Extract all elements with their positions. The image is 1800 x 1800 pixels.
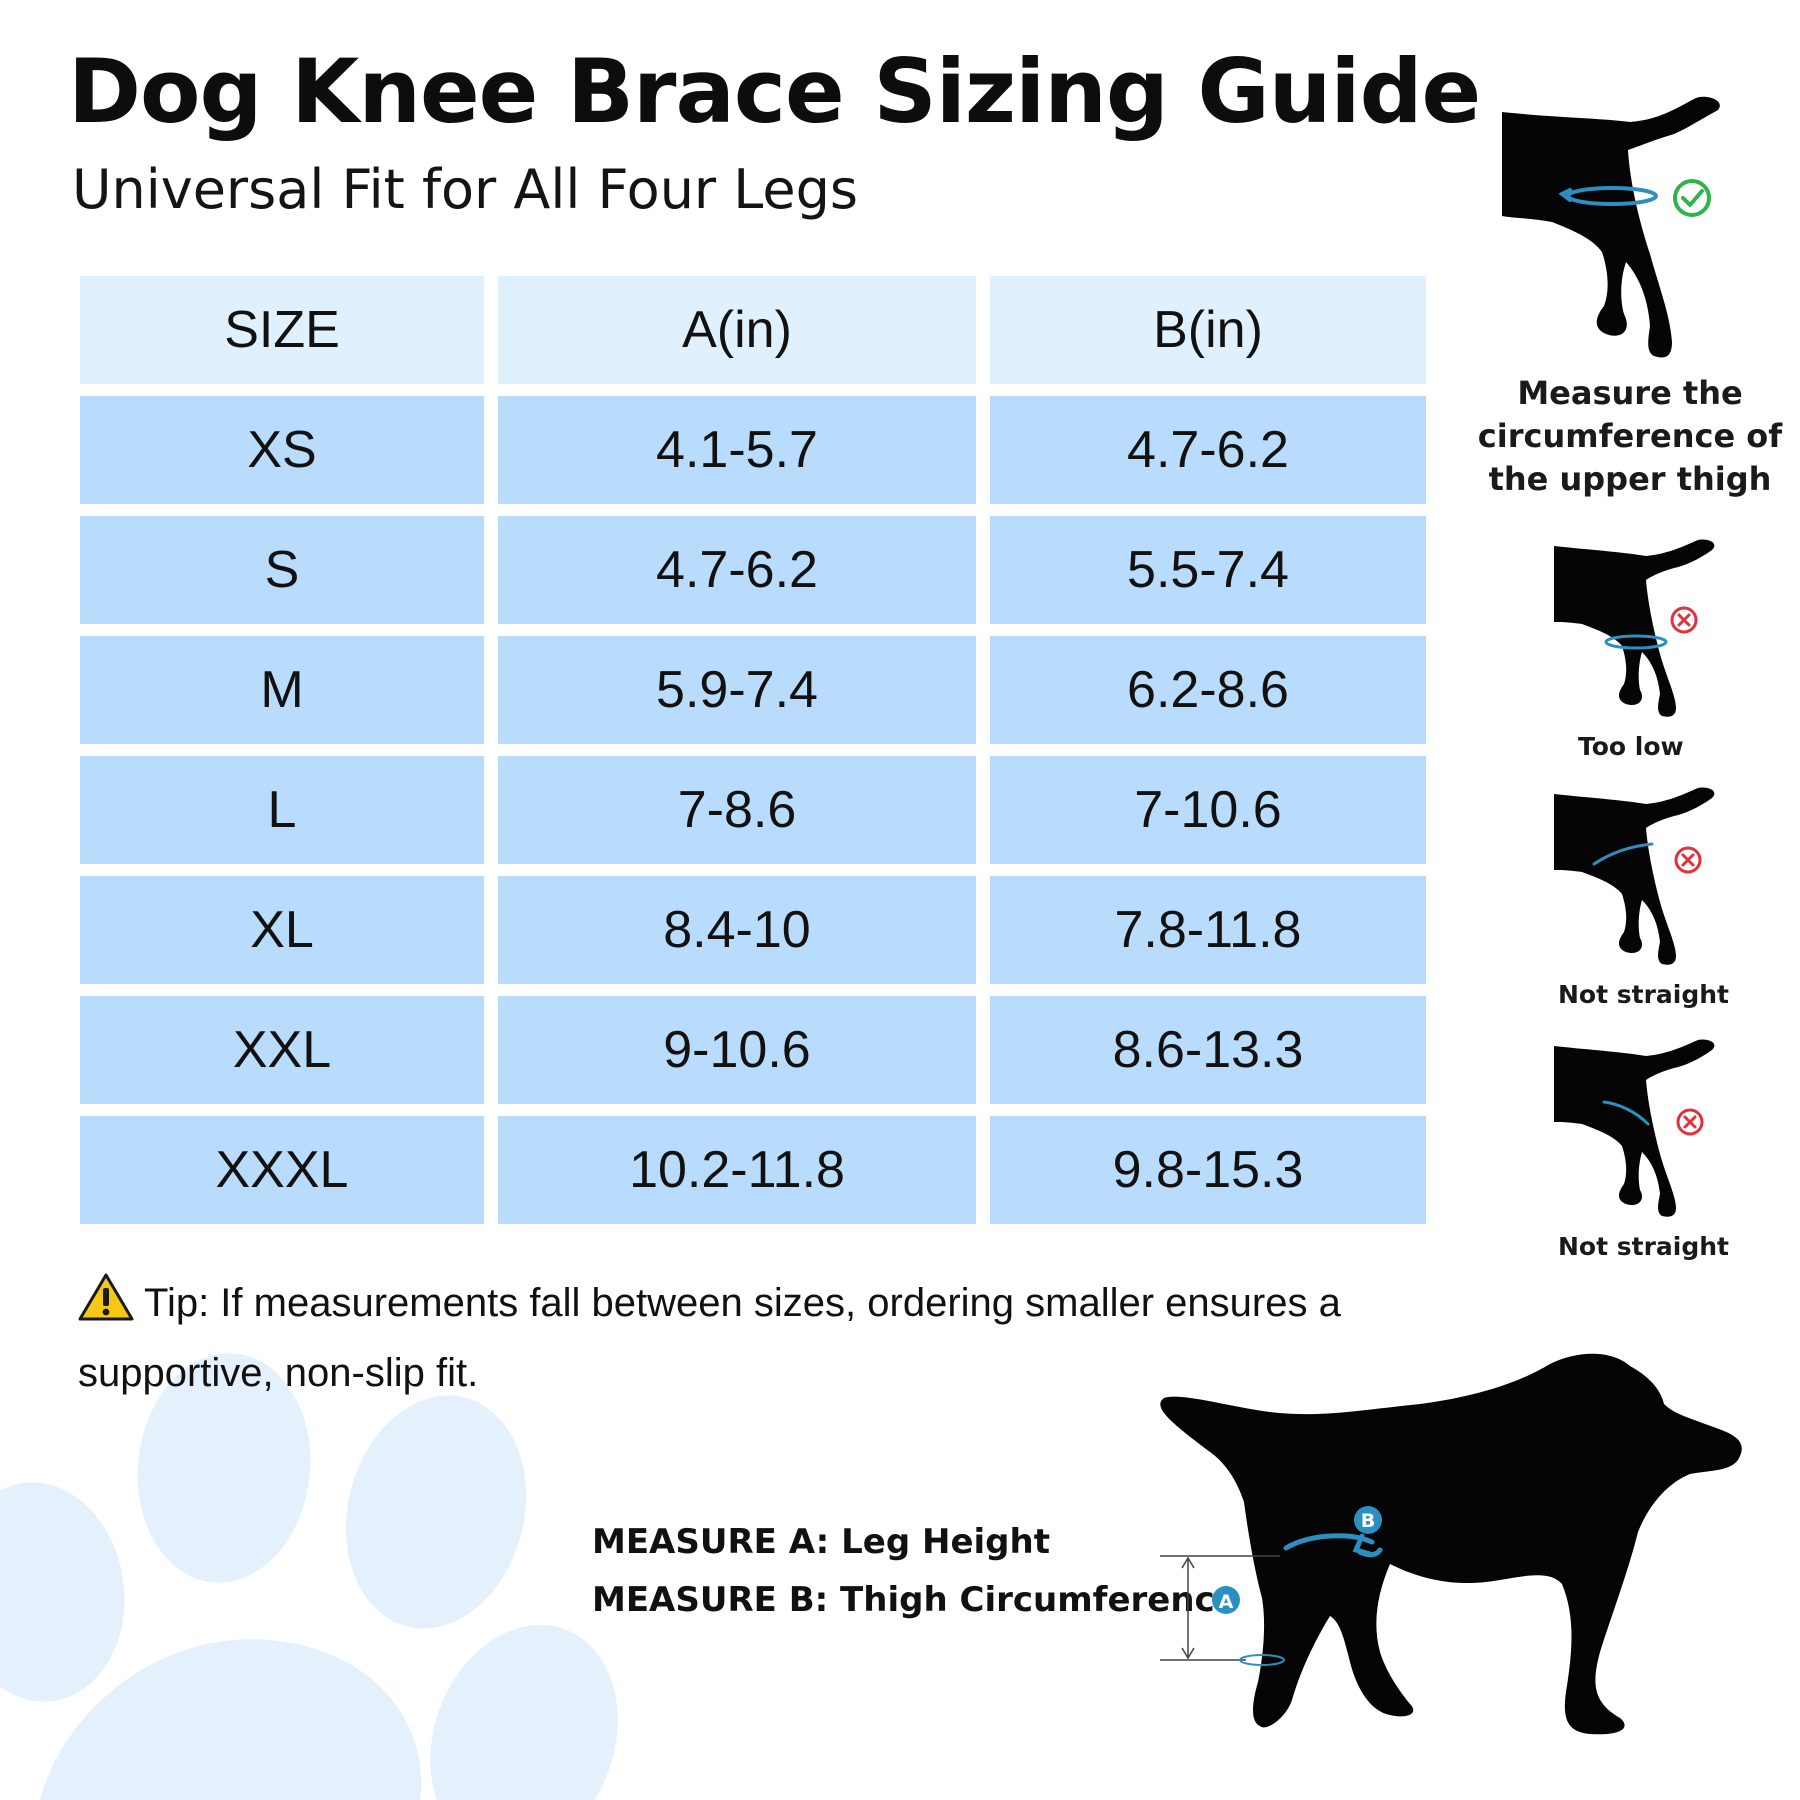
correct-measure-label: Measure the circumference of the upper t… bbox=[1477, 374, 1783, 498]
table-row: M 5.9-7.4 6.2-8.6 bbox=[80, 636, 1426, 744]
leg-height-measure-icon bbox=[1160, 1555, 1280, 1661]
table-row: S 4.7-6.2 5.5-7.4 bbox=[80, 516, 1426, 624]
dog-leg-silhouette-icon bbox=[1502, 96, 1720, 358]
b-cell: 4.7-6.2 bbox=[990, 396, 1426, 504]
size-table: SIZE A(in) B(in) XS 4.1-5.7 4.7-6.2 S 4.… bbox=[66, 264, 1440, 1236]
a-cell: 5.9-7.4 bbox=[498, 636, 976, 744]
thigh-measure-arrow-icon bbox=[1283, 1533, 1383, 1558]
a-cell: 4.7-6.2 bbox=[498, 516, 976, 624]
measure-b-label: MEASURE B: Thigh Circumference bbox=[592, 1580, 1238, 1620]
dog-leg-silhouette-icon bbox=[1554, 1039, 1715, 1217]
b-cell: 8.6-13.3 bbox=[990, 996, 1426, 1104]
thigh-measure-arrow-icon bbox=[1558, 186, 1658, 206]
table-row: L 7-8.6 7-10.6 bbox=[80, 756, 1426, 864]
not-straight-label: Not straight bbox=[1558, 1232, 1729, 1261]
dog-silhouette-icon bbox=[1160, 1353, 1742, 1735]
marker-b-text: B bbox=[1361, 1510, 1375, 1532]
size-cell: S bbox=[80, 516, 484, 624]
x-circle-icon bbox=[1674, 846, 1702, 874]
b-cell: 6.2-8.6 bbox=[990, 636, 1426, 744]
size-cell: XS bbox=[80, 396, 484, 504]
b-cell: 5.5-7.4 bbox=[990, 516, 1426, 624]
too-low-label: Too low bbox=[1578, 732, 1684, 761]
header-size: SIZE bbox=[80, 276, 484, 384]
a-cell: 8.4-10 bbox=[498, 876, 976, 984]
wrong-measure-ring bbox=[1604, 634, 1668, 650]
size-cell: XXXL bbox=[80, 1116, 484, 1224]
correct-measure-illustration bbox=[1502, 96, 1720, 358]
page-title: Dog Knee Brace Sizing Guide bbox=[68, 40, 1481, 143]
header-a: A(in) bbox=[498, 276, 976, 384]
sizing-tip: Tip: If measurements fall between sizes,… bbox=[78, 1268, 1408, 1408]
table-row: XXXL 10.2-11.8 9.8-15.3 bbox=[80, 1116, 1426, 1224]
a-cell: 9-10.6 bbox=[498, 996, 976, 1104]
table-row: XL 8.4-10 7.8-11.8 bbox=[80, 876, 1426, 984]
size-cell: L bbox=[80, 756, 484, 864]
too-low-illustration bbox=[1554, 539, 1715, 717]
wrong-measure-ring bbox=[1602, 1100, 1650, 1126]
tip-text: Tip: If measurements fall between sizes,… bbox=[78, 1281, 1341, 1395]
x-circle-icon bbox=[1676, 1108, 1704, 1136]
marker-a-icon: A bbox=[1212, 1586, 1240, 1614]
table-row: XXL 9-10.6 8.6-13.3 bbox=[80, 996, 1426, 1104]
not-straight-illustration bbox=[1554, 1039, 1715, 1217]
b-cell: 9.8-15.3 bbox=[990, 1116, 1426, 1224]
header-b: B(in) bbox=[990, 276, 1426, 384]
a-cell: 4.1-5.7 bbox=[498, 396, 976, 504]
table-header-row: SIZE A(in) B(in) bbox=[80, 276, 1426, 384]
dog-measurement-diagram: A B bbox=[1160, 1353, 1742, 1735]
wrong-measure-ring bbox=[1592, 842, 1654, 866]
check-circle-icon bbox=[1673, 179, 1711, 217]
a-cell: 7-8.6 bbox=[498, 756, 976, 864]
dog-leg-silhouette-icon bbox=[1554, 787, 1715, 965]
dog-leg-silhouette-icon bbox=[1554, 539, 1715, 717]
measure-a-label: MEASURE A: Leg Height bbox=[592, 1522, 1050, 1562]
x-circle-icon bbox=[1670, 606, 1698, 634]
a-cell: 10.2-11.8 bbox=[498, 1116, 976, 1224]
table-row: XS 4.1-5.7 4.7-6.2 bbox=[80, 396, 1426, 504]
warning-icon bbox=[78, 1273, 134, 1321]
marker-b-icon: B bbox=[1354, 1506, 1382, 1534]
size-cell: XXL bbox=[80, 996, 484, 1104]
not-straight-label: Not straight bbox=[1558, 980, 1729, 1009]
not-straight-illustration bbox=[1554, 787, 1715, 965]
b-cell: 7-10.6 bbox=[990, 756, 1426, 864]
page-subtitle: Universal Fit for All Four Legs bbox=[72, 158, 859, 221]
marker-a-text: A bbox=[1219, 1591, 1234, 1613]
size-cell: M bbox=[80, 636, 484, 744]
ankle-measure-ring bbox=[1239, 1654, 1285, 1666]
b-cell: 7.8-11.8 bbox=[990, 876, 1426, 984]
size-cell: XL bbox=[80, 876, 484, 984]
